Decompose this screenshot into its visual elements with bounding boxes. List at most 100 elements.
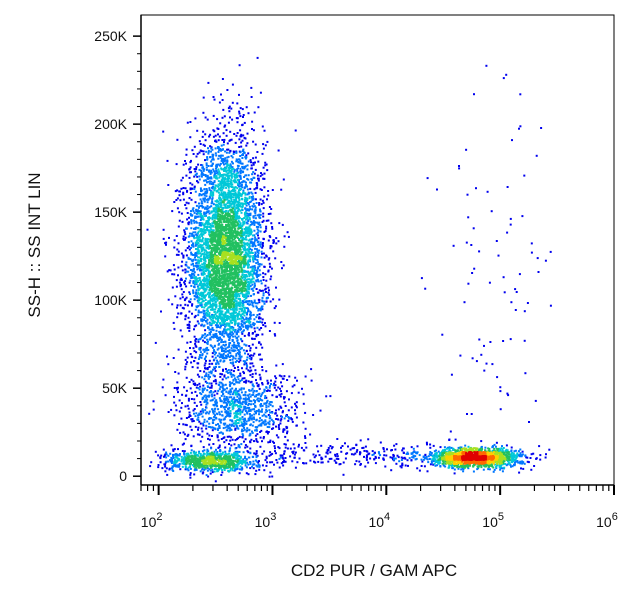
data-point xyxy=(310,379,313,382)
data-point xyxy=(183,452,185,455)
data-point xyxy=(302,421,305,424)
data-point xyxy=(201,435,204,438)
data-point xyxy=(231,168,233,171)
data-point xyxy=(245,423,248,425)
data-point xyxy=(199,351,202,354)
data-point xyxy=(211,313,214,316)
data-point xyxy=(259,397,262,400)
data-point xyxy=(246,212,249,215)
data-point xyxy=(225,404,228,407)
data-point xyxy=(189,182,192,185)
data-point xyxy=(266,198,268,201)
data-point xyxy=(197,287,200,290)
data-point xyxy=(199,269,201,272)
data-point xyxy=(242,221,245,224)
data-point xyxy=(217,468,219,471)
data-point xyxy=(200,298,203,300)
data-point xyxy=(215,351,217,354)
data-point xyxy=(257,399,260,402)
data-point xyxy=(218,381,221,384)
data-point xyxy=(249,260,252,263)
data-point xyxy=(256,241,259,244)
data-point xyxy=(249,347,252,350)
data-point xyxy=(218,184,221,187)
data-point xyxy=(266,140,269,143)
data-point xyxy=(238,424,241,427)
data-point xyxy=(263,265,266,268)
data-point xyxy=(271,440,274,443)
data-point xyxy=(213,404,216,407)
data-point xyxy=(208,438,211,441)
data-point xyxy=(278,222,281,225)
data-point xyxy=(263,423,266,426)
data-point xyxy=(435,449,437,452)
data-point xyxy=(224,325,227,328)
data-point xyxy=(393,458,396,461)
data-point xyxy=(261,152,264,155)
data-point xyxy=(207,314,210,317)
data-point xyxy=(212,183,215,186)
data-point xyxy=(530,468,533,471)
data-point xyxy=(203,199,206,202)
data-point xyxy=(202,296,205,299)
data-point xyxy=(206,314,208,317)
data-point xyxy=(189,232,191,235)
data-point xyxy=(277,408,280,411)
data-point xyxy=(521,453,524,456)
data-point xyxy=(271,461,274,464)
data-point xyxy=(500,467,503,470)
data-point xyxy=(188,291,191,294)
data-point xyxy=(232,312,235,315)
data-point xyxy=(202,397,205,400)
data-point xyxy=(279,395,282,398)
data-point xyxy=(215,305,218,308)
data-point xyxy=(502,463,505,466)
data-point xyxy=(189,166,192,169)
data-point xyxy=(262,207,265,210)
data-point xyxy=(258,269,261,272)
data-point xyxy=(408,457,411,460)
data-point xyxy=(202,471,205,474)
data-point xyxy=(199,440,202,443)
data-point xyxy=(324,455,327,458)
data-point xyxy=(207,450,210,453)
data-point xyxy=(521,450,524,453)
data-point xyxy=(240,317,243,320)
data-point xyxy=(269,245,272,247)
data-point xyxy=(198,205,201,208)
data-point xyxy=(249,315,252,318)
data-point xyxy=(204,349,207,352)
data-point xyxy=(199,410,202,413)
data-point xyxy=(243,301,246,304)
data-point xyxy=(203,294,206,297)
data-point xyxy=(271,226,274,228)
data-point xyxy=(241,340,244,343)
data-point xyxy=(195,283,198,286)
data-point xyxy=(484,446,487,449)
data-point xyxy=(371,450,374,453)
data-point xyxy=(424,287,427,290)
data-point xyxy=(234,335,237,338)
data-point xyxy=(201,415,204,418)
data-point xyxy=(198,347,201,350)
data-point xyxy=(286,379,289,381)
data-point xyxy=(505,448,508,451)
data-point xyxy=(226,156,229,159)
data-point xyxy=(232,328,235,331)
data-point xyxy=(205,188,208,190)
data-point xyxy=(172,455,174,458)
data-point xyxy=(194,190,197,193)
data-point xyxy=(177,386,179,389)
data-point xyxy=(244,457,246,459)
data-point xyxy=(199,348,202,351)
data-point xyxy=(257,463,260,466)
data-point xyxy=(266,426,269,428)
data-point xyxy=(192,347,195,350)
data-point xyxy=(203,257,206,260)
data-point xyxy=(442,464,445,467)
data-point xyxy=(339,463,342,465)
data-point xyxy=(495,466,498,468)
data-point xyxy=(212,336,215,339)
data-point xyxy=(239,292,242,295)
data-point xyxy=(234,299,237,302)
